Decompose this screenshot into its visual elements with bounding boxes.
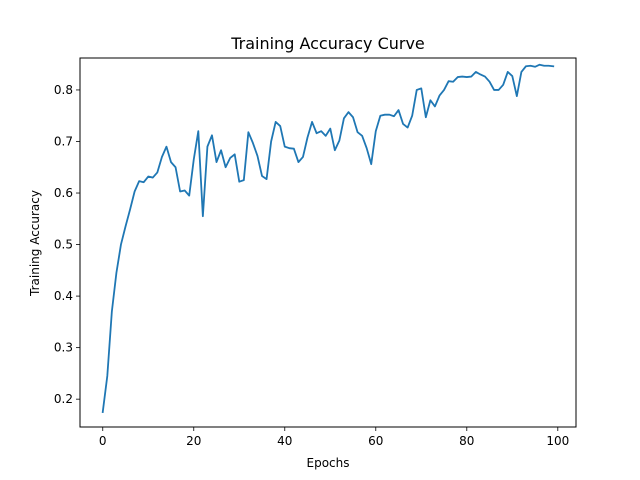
plot-area: 0 20 40 60 80 100 0.2 0.3 0.4 0.5 0.6 0.7 0.8 [54,57,577,448]
y-tick-label: 0.3 [54,341,73,355]
x-tick-label: 60 [368,434,383,448]
x-tick-label: 100 [546,434,569,448]
y-tick-label: 0.4 [54,289,73,303]
x-axis-ticks: 0 20 40 60 80 100 [99,427,569,448]
x-tick-label: 40 [277,434,292,448]
x-axis-label: Epochs [307,456,350,470]
training-accuracy-line [101,63,555,414]
y-tick-label: 0.8 [54,83,73,97]
x-tick-label: 20 [186,434,201,448]
y-tick-label: 0.5 [54,238,73,252]
plot-frame [79,57,577,428]
chart-title: Training Accuracy Curve [230,34,425,53]
y-tick-label: 0.6 [54,186,73,200]
x-tick-label: 80 [459,434,474,448]
x-tick-label: 0 [99,434,107,448]
y-axis-label: Training Accuracy [28,190,42,297]
y-axis-ticks: 0.2 0.3 0.4 0.5 0.6 0.7 0.8 [54,83,80,406]
y-tick-label: 0.7 [54,134,73,148]
y-tick-label: 0.2 [54,392,73,406]
